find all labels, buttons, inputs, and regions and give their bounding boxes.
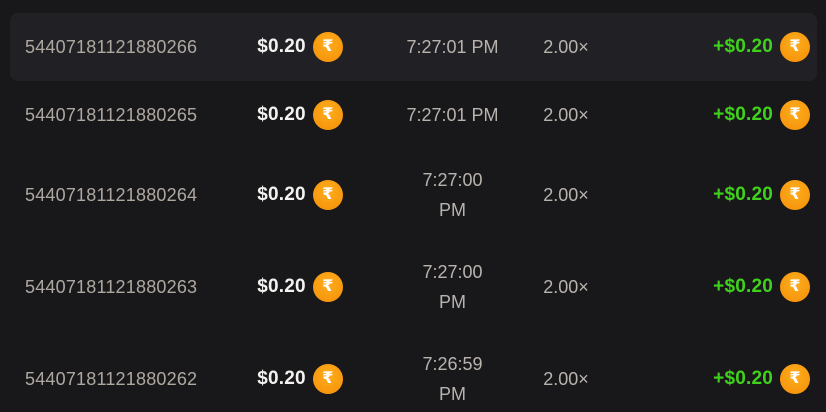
- rupee-coin-icon: ₹: [312, 364, 343, 394]
- rupee-coin-icon: ₹: [780, 272, 810, 302]
- payout-amount: +$0.20: [713, 36, 773, 57]
- rupee-coin-icon: ₹: [780, 364, 810, 394]
- table-row[interactable]: 54407181121880265 $0.20 ₹ 7:27:01 PM 2.0…: [10, 81, 817, 149]
- bet-multiplier: 2.00×: [543, 36, 589, 57]
- rupee-coin-icon: ₹: [780, 100, 810, 130]
- rupee-coin-icon: ₹: [780, 180, 810, 210]
- bet-id: 54407181121880266: [25, 36, 198, 57]
- rupee-coin-icon: ₹: [312, 100, 343, 130]
- bet-amount-cell: $0.20 ₹: [230, 180, 370, 210]
- bet-time: 7:27:01 PM: [406, 37, 499, 57]
- rupee-coin-icon: ₹: [312, 180, 343, 210]
- bet-multiplier: 2.00×: [543, 104, 589, 125]
- bet-payout-cell: +$0.20 ₹: [597, 32, 810, 62]
- bet-amount: $0.20: [257, 368, 306, 389]
- table-row[interactable]: 54407181121880264 $0.20 ₹ 7:27:00 PM 2.0…: [10, 149, 817, 241]
- bet-payout-cell: +$0.20 ₹: [597, 272, 810, 302]
- rupee-coin-icon: ₹: [312, 272, 343, 302]
- bet-payout-cell: +$0.20 ₹: [597, 364, 810, 394]
- bet-time: 7:27:01 PM: [406, 105, 499, 125]
- bet-time: 7:26:59 PM: [422, 354, 483, 404]
- bet-amount: $0.20: [257, 104, 306, 125]
- payout-amount: +$0.20: [713, 184, 773, 205]
- bet-multiplier: 2.00×: [543, 184, 589, 205]
- bet-amount: $0.20: [257, 36, 306, 57]
- bet-id: 54407181121880262: [25, 368, 198, 389]
- bet-amount: $0.20: [257, 184, 306, 205]
- bet-payout-cell: +$0.20 ₹: [597, 180, 810, 210]
- rupee-coin-icon: ₹: [312, 32, 343, 62]
- bet-amount-cell: $0.20 ₹: [230, 364, 370, 394]
- bet-amount-cell: $0.20 ₹: [230, 272, 370, 302]
- bet-id: 54407181121880264: [25, 184, 198, 205]
- table-row[interactable]: 54407181121880263 $0.20 ₹ 7:27:00 PM 2.0…: [10, 241, 817, 333]
- payout-amount: +$0.20: [713, 276, 773, 297]
- bet-id: 54407181121880263: [25, 276, 198, 297]
- payout-amount: +$0.20: [713, 104, 773, 125]
- table-row[interactable]: 54407181121880266 $0.20 ₹ 7:27:01 PM 2.0…: [10, 13, 817, 81]
- bet-amount: $0.20: [257, 276, 306, 297]
- bet-amount-cell: $0.20 ₹: [230, 32, 370, 62]
- bet-multiplier: 2.00×: [543, 276, 589, 297]
- payout-amount: +$0.20: [713, 368, 773, 389]
- bet-payout-cell: +$0.20 ₹: [597, 100, 810, 130]
- table-row[interactable]: 54407181121880262 $0.20 ₹ 7:26:59 PM 2.0…: [10, 333, 817, 412]
- bet-id: 54407181121880265: [25, 104, 198, 125]
- bet-time: 7:27:00 PM: [422, 262, 483, 312]
- rupee-coin-icon: ₹: [780, 32, 810, 62]
- bet-time: 7:27:00 PM: [422, 170, 483, 220]
- bet-amount-cell: $0.20 ₹: [230, 100, 370, 130]
- bet-multiplier: 2.00×: [543, 368, 589, 389]
